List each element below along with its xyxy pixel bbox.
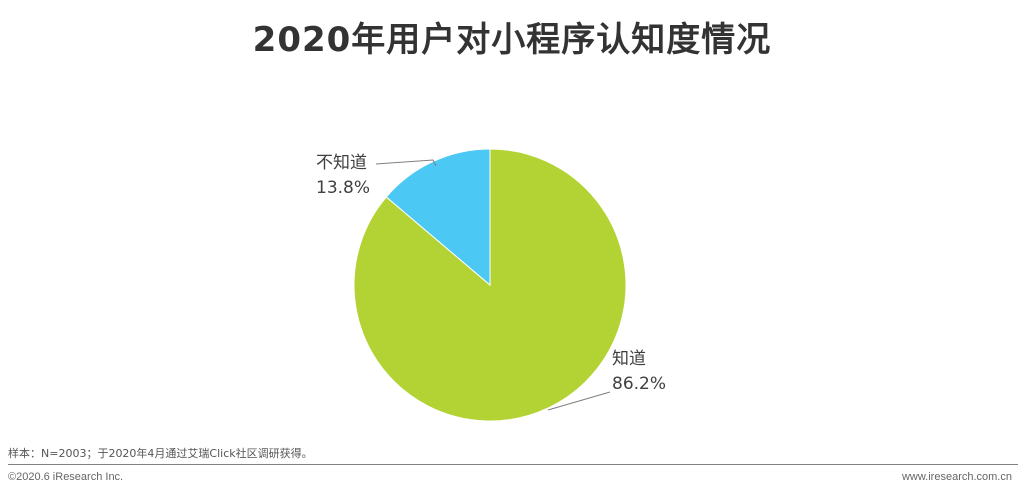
- slice-value-bu-zhidao: 13.8%: [316, 178, 370, 198]
- leader-line-zhidao: [547, 391, 611, 411]
- slice-value-zhidao: 86.2%: [612, 374, 666, 394]
- pie-slices: [353, 148, 627, 422]
- sample-note: 样本：N=2003；于2020年4月通过艾瑞Click社区调研获得。: [8, 447, 313, 460]
- slice-label-zhidao: 知道: [612, 349, 646, 369]
- leader-line-bu-zhidao: [375, 159, 437, 167]
- chart-title: 2020年用户对小程序认知度情况: [252, 20, 772, 60]
- slice-label-bu-zhidao: 不知道: [316, 153, 367, 173]
- footer-divider: [8, 464, 1018, 465]
- copyright: ©2020.6 iResearch Inc.: [8, 471, 124, 483]
- website-link[interactable]: www.iresearch.com.cn: [901, 471, 1012, 483]
- pie-slice-bu-zhidao: [385, 148, 491, 287]
